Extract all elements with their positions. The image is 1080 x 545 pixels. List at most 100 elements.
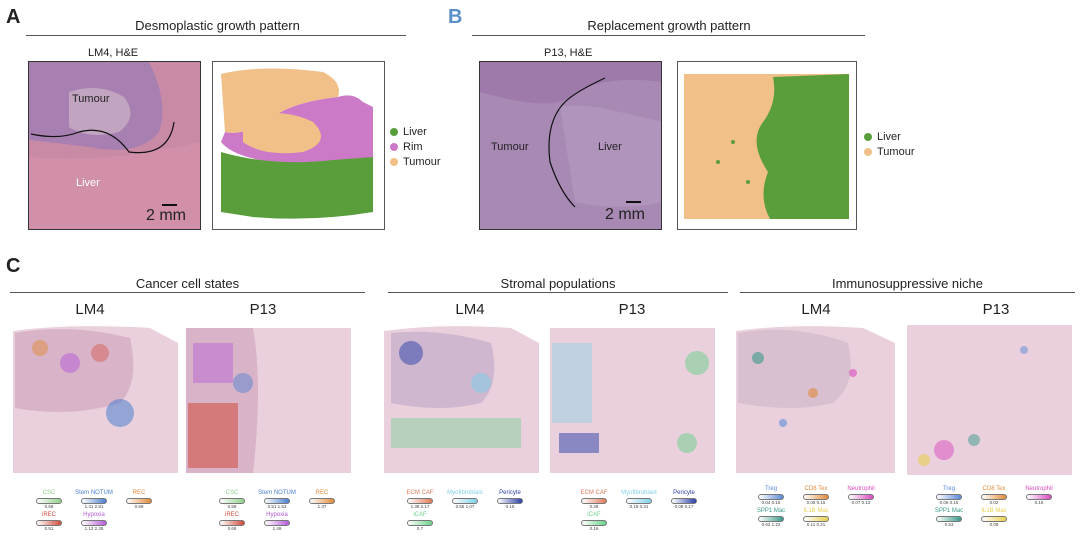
colour-key-gradient — [407, 498, 433, 504]
colour-key-label: Stem NOTUM — [258, 490, 296, 496]
colour-key: ECM CAF 0.28 — [575, 489, 613, 510]
legend-label: Rim — [403, 140, 423, 153]
colour-key: Hypoxia 1.13 2.35 — [75, 511, 113, 532]
panel-a-scale-bar-label: 2 mm — [146, 207, 186, 224]
colour-key-gradient — [407, 520, 433, 526]
colour-key-range: 0.51 1.53 — [267, 504, 287, 509]
colour-key-gradient — [264, 520, 290, 526]
colour-key-range: 0.18 0.31 — [629, 504, 649, 509]
colour-key-gradient — [36, 498, 62, 504]
colour-key-gradient — [981, 516, 1007, 522]
colour-key-range: 0.69 — [134, 504, 144, 509]
spatial-map-immuno-p13 — [904, 320, 1074, 478]
colour-key-gradient — [36, 520, 62, 526]
colour-key-label: Stem NOTUM — [75, 490, 113, 496]
colour-key-gradient — [626, 498, 652, 504]
legend-label: Liver — [877, 130, 901, 143]
panel-b-he-image — [479, 61, 662, 230]
colour-key-range: 0.07 0.13 — [851, 500, 871, 505]
colour-key-gradient — [497, 498, 523, 504]
spatial-map-cancer-p13 — [183, 323, 353, 478]
legend-item: Tumour — [864, 144, 915, 159]
colour-key-gradient — [81, 520, 107, 526]
colour-key-label: iREC — [224, 512, 239, 518]
panel-b-scale-bar-label: 2 mm — [605, 206, 645, 223]
colour-key-label: Treg — [942, 486, 956, 492]
colour-key-label: REC — [315, 490, 329, 496]
colour-key: SPP1 Mac 0.53 — [930, 507, 968, 528]
legend-swatch — [864, 147, 872, 156]
spatial-map-stromal-p13 — [547, 323, 717, 478]
colour-key-label: REC — [132, 490, 146, 496]
colour-key-gradient — [936, 494, 962, 500]
colour-key-gradient — [219, 520, 245, 526]
colour-key-range: 0.11 0.21 — [806, 522, 826, 527]
colour-key-label: CSC — [225, 490, 239, 496]
panel-b-title: Replacement growth pattern — [587, 18, 751, 33]
colour-key: iCAF 0.7 — [401, 511, 439, 532]
colour-key-label: SPP1 Mac — [756, 508, 786, 514]
spatial-map-stromal-lm4 — [381, 323, 541, 478]
colour-key: ECM CAF 1.38 2.17 — [401, 489, 439, 510]
spatial-map-cancer-lm4 — [10, 323, 180, 478]
colour-key: iREC 0.69 — [213, 511, 251, 532]
colour-key-range: 0.05 0.15 — [806, 500, 826, 505]
panel-b-letter: B — [448, 6, 463, 28]
colour-key-label: CD8 Tex — [804, 486, 828, 492]
colour-key: SPP1 Mac 0.62 1.22 — [752, 507, 790, 528]
panel-a-he-image — [28, 61, 201, 230]
colour-key: Neutrophil 0.07 0.13 — [842, 485, 880, 506]
group-rule — [388, 292, 728, 293]
colour-key-label: IL1B Mac — [981, 508, 1007, 514]
colour-key-label: IL1B Mac — [803, 508, 829, 514]
colour-key-gradient — [452, 498, 478, 504]
colour-key-gradient — [81, 498, 107, 504]
colour-key: CSC 0.68 — [30, 489, 68, 510]
legend-label: Liver — [403, 125, 427, 138]
colour-key: Neutrophil 0.15 — [1020, 485, 1058, 506]
legend-item: Tumour — [390, 154, 441, 169]
colour-key-range: 1.13 2.35 — [84, 526, 104, 531]
colour-key: Stem NOTUM 1.41 2.81 — [75, 489, 113, 510]
colour-key-range: 0.53 — [944, 522, 954, 527]
group-rule — [10, 292, 365, 293]
colour-key: iCAF 0.16 — [575, 511, 613, 532]
colour-key-gradient — [126, 498, 152, 504]
group-rule — [740, 292, 1075, 293]
colour-key-label: iREC — [41, 512, 56, 518]
panel-a-title: Desmoplastic growth pattern — [135, 18, 300, 33]
panel-a-legend: Liver Rim Tumour — [390, 124, 441, 169]
legend-swatch — [864, 132, 872, 141]
sample-header-p13: P13 — [982, 301, 1010, 318]
colour-key: CSC 0.59 — [213, 489, 251, 510]
colour-key-range: 0.15 — [1034, 500, 1044, 505]
group-title-immuno: Immunosuppressive niche — [831, 276, 984, 291]
panel-b-legend: Liver Tumour — [864, 129, 915, 159]
colour-key-gradient — [936, 516, 962, 522]
colour-key-range: 0.16 — [589, 526, 599, 531]
colour-key-label: Treg — [764, 486, 778, 492]
panel-a-cluster-map — [212, 61, 385, 230]
colour-key-gradient — [581, 520, 607, 526]
colour-key-label: ECM CAF — [580, 490, 608, 496]
legend-swatch — [390, 127, 398, 136]
colour-key-label: SPP1 Mac — [934, 508, 964, 514]
colour-key: IL1B Mac 0.11 0.21 — [797, 507, 835, 528]
spatial-map-immuno-lm4 — [733, 323, 898, 478]
colour-key-label: Pericyte — [673, 490, 695, 496]
colour-key-gradient — [848, 494, 874, 500]
colour-key-range: 1.41 2.81 — [84, 504, 104, 509]
panel-a-region-tumour: Tumour — [72, 93, 110, 105]
legend-swatch — [390, 157, 398, 166]
colour-key-range: 0.68 — [44, 504, 54, 509]
colour-key-label: Pericyte — [499, 490, 521, 496]
panel-a-title-rule — [26, 35, 406, 36]
group-title-stromal: Stromal populations — [500, 276, 616, 291]
colour-key-label: iCAF — [587, 512, 601, 518]
legend-item: Liver — [390, 124, 441, 139]
colour-key-gradient — [309, 498, 335, 504]
colour-key: REC 1.37 — [303, 489, 341, 510]
panel-a-letter: A — [6, 6, 21, 28]
colour-key-label: Neutrophil — [847, 486, 875, 492]
colour-key-range: 0.59 — [227, 504, 237, 509]
